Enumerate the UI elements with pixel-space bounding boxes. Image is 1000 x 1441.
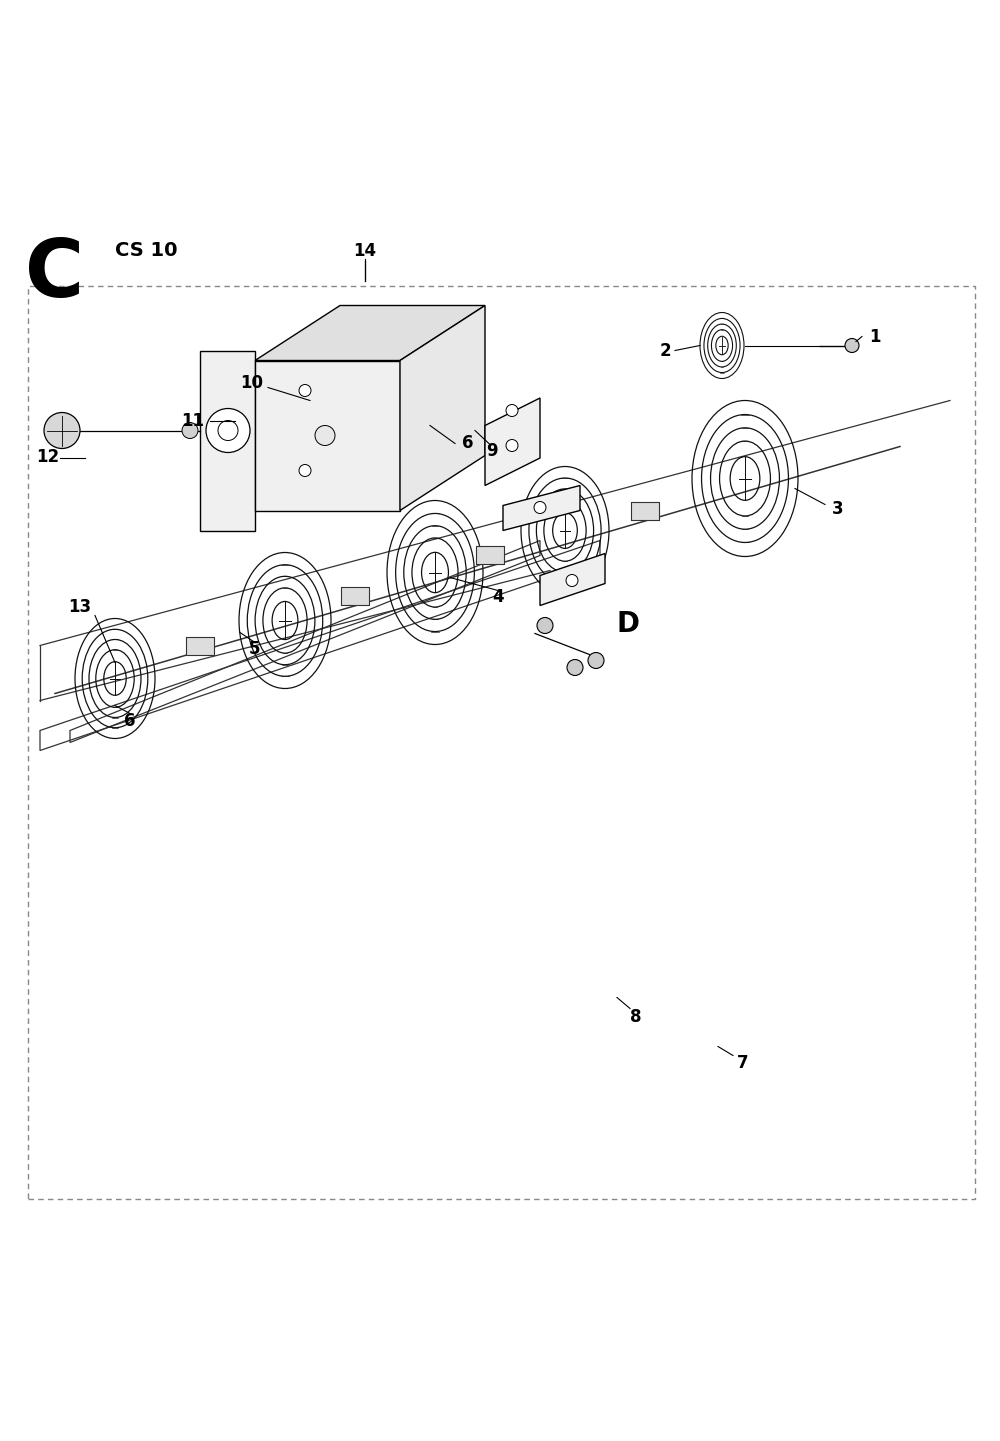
Circle shape bbox=[299, 385, 311, 396]
Polygon shape bbox=[255, 360, 400, 510]
Polygon shape bbox=[485, 398, 540, 486]
Circle shape bbox=[44, 412, 80, 448]
Text: CS 10: CS 10 bbox=[115, 241, 178, 259]
Circle shape bbox=[299, 464, 311, 477]
Circle shape bbox=[566, 575, 578, 586]
Text: 13: 13 bbox=[68, 598, 92, 617]
Text: 6: 6 bbox=[124, 712, 136, 731]
Polygon shape bbox=[503, 486, 580, 530]
Circle shape bbox=[182, 422, 198, 438]
Text: 2: 2 bbox=[659, 342, 671, 359]
Polygon shape bbox=[341, 586, 369, 605]
Text: 8: 8 bbox=[630, 1009, 642, 1026]
Text: 5: 5 bbox=[249, 640, 261, 659]
Circle shape bbox=[567, 660, 583, 676]
Circle shape bbox=[315, 425, 335, 445]
Text: 1: 1 bbox=[869, 327, 881, 346]
Text: 7: 7 bbox=[737, 1055, 749, 1072]
Text: 3: 3 bbox=[832, 500, 844, 517]
Text: D: D bbox=[616, 611, 640, 638]
Circle shape bbox=[506, 440, 518, 451]
Polygon shape bbox=[186, 637, 214, 654]
Circle shape bbox=[506, 405, 518, 416]
Text: 10: 10 bbox=[240, 373, 264, 392]
Text: 12: 12 bbox=[36, 448, 60, 467]
Circle shape bbox=[537, 618, 553, 634]
Polygon shape bbox=[255, 305, 485, 360]
Polygon shape bbox=[631, 501, 659, 520]
Circle shape bbox=[534, 501, 546, 513]
Polygon shape bbox=[200, 350, 255, 530]
Circle shape bbox=[206, 408, 250, 452]
Text: 14: 14 bbox=[353, 242, 377, 259]
Circle shape bbox=[588, 653, 604, 669]
Circle shape bbox=[845, 339, 859, 353]
Text: 9: 9 bbox=[486, 441, 498, 460]
Text: 4: 4 bbox=[492, 588, 504, 605]
Polygon shape bbox=[540, 553, 605, 605]
Polygon shape bbox=[400, 305, 485, 510]
Text: C: C bbox=[25, 235, 84, 314]
Text: 11: 11 bbox=[182, 412, 205, 429]
Circle shape bbox=[218, 421, 238, 441]
Text: 6: 6 bbox=[462, 435, 474, 452]
Polygon shape bbox=[476, 546, 504, 563]
